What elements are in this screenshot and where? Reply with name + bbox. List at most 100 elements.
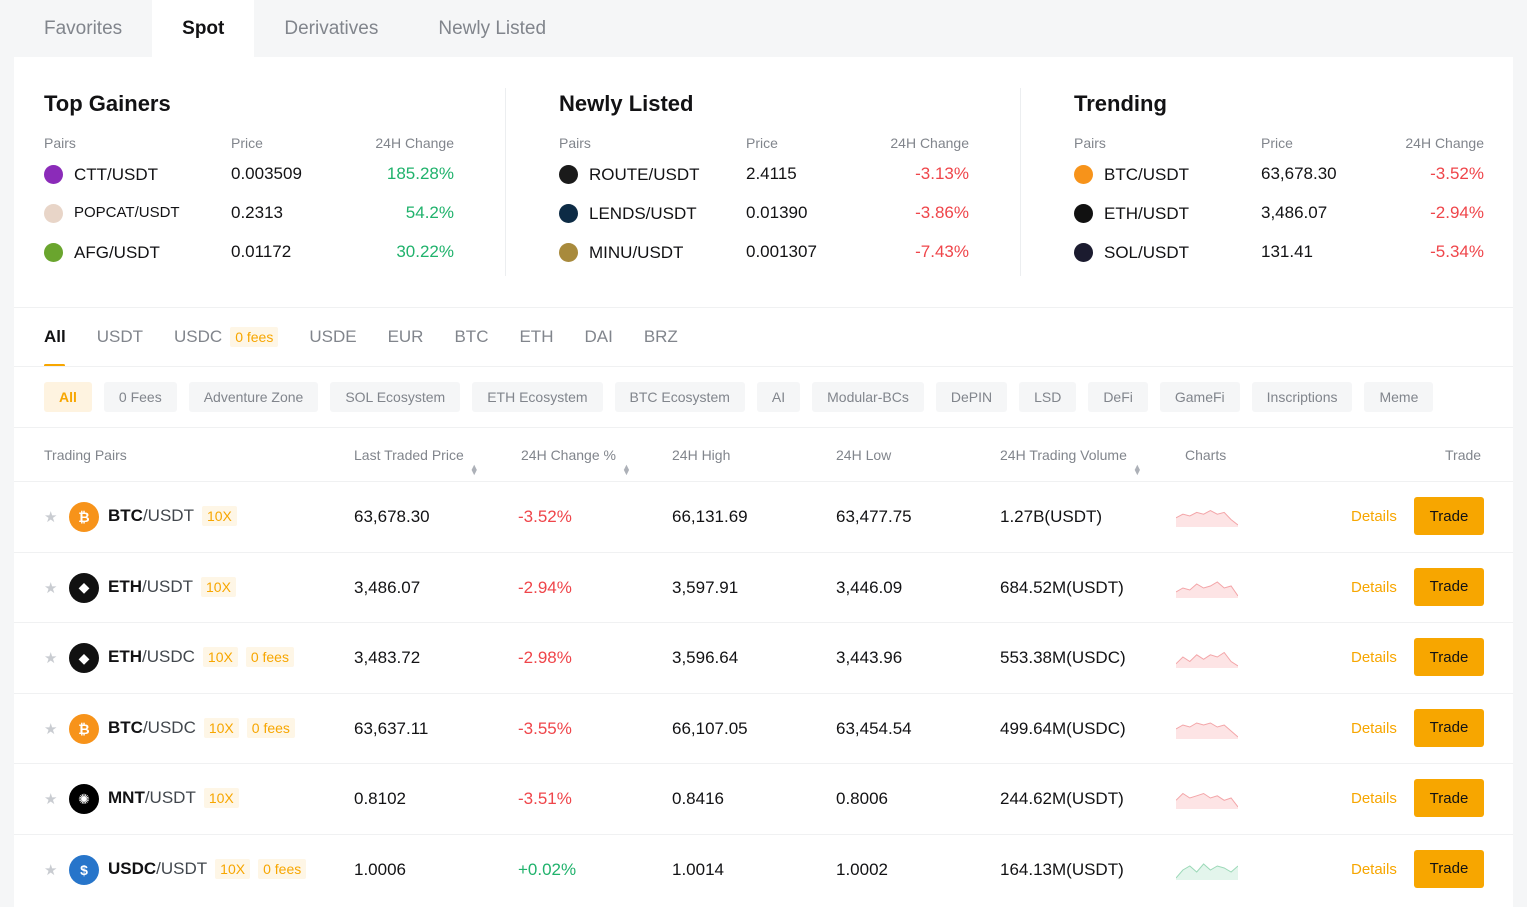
chip-btc-ecosystem[interactable]: BTC Ecosystem bbox=[614, 382, 745, 412]
chip-meme[interactable]: Meme bbox=[1364, 382, 1434, 412]
last-traded-price: 3,486.07 bbox=[354, 577, 421, 597]
favorite-star-icon[interactable]: ★ bbox=[44, 791, 58, 808]
trade-button[interactable]: Trade bbox=[1414, 849, 1484, 888]
low-24h: 3,446.09 bbox=[836, 577, 903, 597]
overview-row[interactable]: ROUTE/USDT 2.4115 -3.13% bbox=[559, 163, 969, 187]
tab-btc[interactable]: BTC bbox=[454, 323, 488, 367]
overview-row[interactable]: MINU/USDT 0.001307 -7.43% bbox=[559, 241, 969, 265]
details-link[interactable]: Details bbox=[1351, 578, 1397, 596]
chip-sol-ecosystem[interactable]: SOL Ecosystem bbox=[330, 382, 461, 412]
tab-spot[interactable]: Spot bbox=[152, 0, 255, 57]
header-trading-pairs: Trading Pairs bbox=[44, 447, 127, 463]
chip-eth-ecosystem[interactable]: ETH Ecosystem bbox=[472, 382, 603, 412]
last-traded-price: 3,483.72 bbox=[354, 648, 421, 667]
trade-button[interactable]: Trade bbox=[1414, 708, 1484, 747]
fees-badge: 0 fees bbox=[258, 858, 307, 879]
chip-defi[interactable]: DeFi bbox=[1088, 382, 1148, 412]
chip-all[interactable]: All bbox=[44, 382, 92, 412]
trading-pair[interactable]: BTC/USDC 10X 0 fees bbox=[108, 717, 295, 738]
afg-coin-icon bbox=[44, 243, 63, 262]
volume-24h: 684.52M(USDT) bbox=[1000, 577, 1124, 597]
details-link[interactable]: Details bbox=[1351, 649, 1397, 666]
table-header: Trading Pairs Last Traded Price ▲ ▼ 24H Ch… bbox=[14, 429, 1513, 481]
details-link[interactable]: Details bbox=[1351, 719, 1397, 737]
chip-adventure-zone[interactable]: Adventure Zone bbox=[188, 382, 319, 412]
overview-row[interactable]: AFG/USDT 0.01172 30.22% bbox=[44, 241, 454, 265]
tab-eth[interactable]: ETH bbox=[519, 323, 553, 367]
table-row[interactable]: ★ ◆ ETH/USDC 10X 0 fees 3,483.72 -2.98% 3,596.6… bbox=[14, 622, 1513, 692]
trade-button[interactable]: Trade bbox=[1414, 567, 1484, 606]
tab-dai[interactable]: DAI bbox=[584, 323, 612, 367]
sparkline-line bbox=[1175, 651, 1239, 667]
trading-pair[interactable]: BTC/USDT 10X bbox=[108, 506, 237, 526]
overview-row[interactable]: CTT/USDT 0.003509 185.28% bbox=[44, 163, 454, 187]
tab-label: DAI bbox=[584, 327, 613, 346]
pair-base: BTC bbox=[108, 717, 143, 737]
last-traded-price: 63,678.30 bbox=[354, 507, 430, 526]
pair-price: 131.41 bbox=[1261, 242, 1313, 261]
tab-favorites[interactable]: Favorites bbox=[44, 17, 123, 39]
favorite-star-icon[interactable]: ★ bbox=[44, 650, 58, 667]
header-24h-volume[interactable]: 24H Trading Volume ▲ ▼ bbox=[1000, 447, 1142, 477]
tab-eur[interactable]: EUR bbox=[388, 323, 424, 367]
market-overview: Top Gainers Pairs Price 24H Change CTT/USDT 0… bbox=[14, 57, 1513, 307]
volume-24h: 244.62M(USDT) bbox=[1000, 789, 1124, 808]
trade-button[interactable]: Trade bbox=[1414, 638, 1484, 676]
pair-change: 30.22% bbox=[396, 242, 454, 261]
trading-pair[interactable]: ETH/USDC 10X 0 fees bbox=[108, 647, 294, 667]
chip-0-fees[interactable]: 0 Fees bbox=[103, 382, 177, 412]
tab-newly-listed[interactable]: Newly Listed bbox=[438, 17, 547, 39]
tab-usdt[interactable]: USDT bbox=[97, 323, 143, 367]
header-last-price[interactable]: Last Traded Price ▲ ▼ bbox=[354, 447, 479, 477]
details-link[interactable]: Details bbox=[1351, 508, 1397, 525]
trading-pair[interactable]: USDC/USDT 10X 0 fees bbox=[108, 858, 307, 879]
chip-ai[interactable]: AI bbox=[756, 382, 801, 412]
bitcoin-coin-icon bbox=[1074, 165, 1093, 184]
trading-pair[interactable]: MNT/USDT 10X bbox=[108, 788, 239, 808]
favorite-star-icon[interactable]: ★ bbox=[44, 509, 58, 526]
fees-badge: 0 fees bbox=[230, 327, 279, 347]
chip-inscriptions[interactable]: Inscriptions bbox=[1251, 382, 1353, 412]
header-last-price-label: Last Traded Price bbox=[354, 447, 464, 463]
details-link[interactable]: Details bbox=[1351, 790, 1397, 807]
low-24h: 63,477.75 bbox=[836, 507, 912, 526]
header-pairs: Pairs bbox=[559, 135, 591, 151]
tab-all[interactable]: All bbox=[44, 323, 66, 367]
leverage-badge: 10X bbox=[202, 647, 238, 667]
chart-cell bbox=[1175, 787, 1239, 814]
trade-button[interactable]: Trade bbox=[1414, 779, 1484, 817]
table-row[interactable]: ★ ₿ BTC/USDT 10X 63,678.30 -3.52% 66,131.69 63,… bbox=[14, 481, 1513, 551]
sparkline-line bbox=[1175, 580, 1239, 596]
table-row[interactable]: ★ ◆ ETH/USDT 10X 3,486.07 -2.94% 3,597.91 3,446… bbox=[14, 551, 1513, 622]
favorite-star-icon[interactable]: ★ bbox=[44, 720, 58, 738]
overview-row[interactable]: BTC/USDT 63,678.30 -3.52% bbox=[1074, 163, 1484, 187]
leverage-badge: 10X bbox=[215, 858, 251, 879]
favorite-star-icon[interactable]: ★ bbox=[44, 579, 58, 597]
chip-modular-bcs[interactable]: Modular-BCs bbox=[812, 382, 924, 412]
header-24h-change[interactable]: 24H Change % ▲ ▼ bbox=[521, 447, 631, 477]
overview-row[interactable]: POPCAT/USDT 0.2313 54.2% bbox=[44, 202, 454, 226]
overview-section: Top Gainers Pairs Price 24H Change CTT/USDT 0… bbox=[44, 57, 484, 307]
trade-button[interactable]: Trade bbox=[1414, 497, 1484, 535]
overview-row[interactable]: SOL/USDT 131.41 -5.34% bbox=[1074, 241, 1484, 265]
tab-derivatives[interactable]: Derivatives bbox=[284, 17, 379, 39]
volume-24h: 553.38M(USDC) bbox=[1000, 648, 1126, 667]
overview-row[interactable]: ETH/USDT 3,486.07 -2.94% bbox=[1074, 202, 1484, 226]
trading-pair[interactable]: ETH/USDT 10X bbox=[108, 576, 236, 597]
ethereum-coin-icon: ◆ bbox=[69, 643, 99, 673]
table-row[interactable]: ★ ₿ BTC/USDC 10X 0 fees 63,637.11 -3.55% 66,107… bbox=[14, 692, 1513, 763]
tab-brz[interactable]: BRZ bbox=[644, 323, 678, 367]
quote-currency-tabs: All USDT USDC 0 fees USDE EUR BTC ETH DAI BRZ bbox=[44, 323, 709, 367]
chip-lsd[interactable]: LSD bbox=[1019, 382, 1077, 412]
chip-gamefi[interactable]: GameFi bbox=[1159, 382, 1240, 412]
table-row[interactable]: ★ ✺ MNT/USDT 10X 0.8102 -3.51% 0.8416 0.8006 244… bbox=[14, 763, 1513, 833]
details-link[interactable]: Details bbox=[1351, 860, 1397, 878]
table-row[interactable]: ★ $ USDC/USDT 10X 0 fees 1.0006 +0.02% 1.0014 1.… bbox=[14, 833, 1513, 904]
overview-row[interactable]: LENDS/USDT 0.01390 -3.86% bbox=[559, 202, 969, 226]
tab-usdc[interactable]: USDC 0 fees bbox=[174, 323, 279, 367]
overview-section: Newly Listed Pairs Price 24H Change ROUTE/US… bbox=[559, 57, 999, 307]
tab-usde[interactable]: USDE bbox=[309, 323, 356, 367]
chip-depin[interactable]: DePIN bbox=[935, 382, 1008, 412]
favorite-star-icon[interactable]: ★ bbox=[44, 861, 58, 879]
change-percent: -3.52% bbox=[518, 507, 572, 526]
